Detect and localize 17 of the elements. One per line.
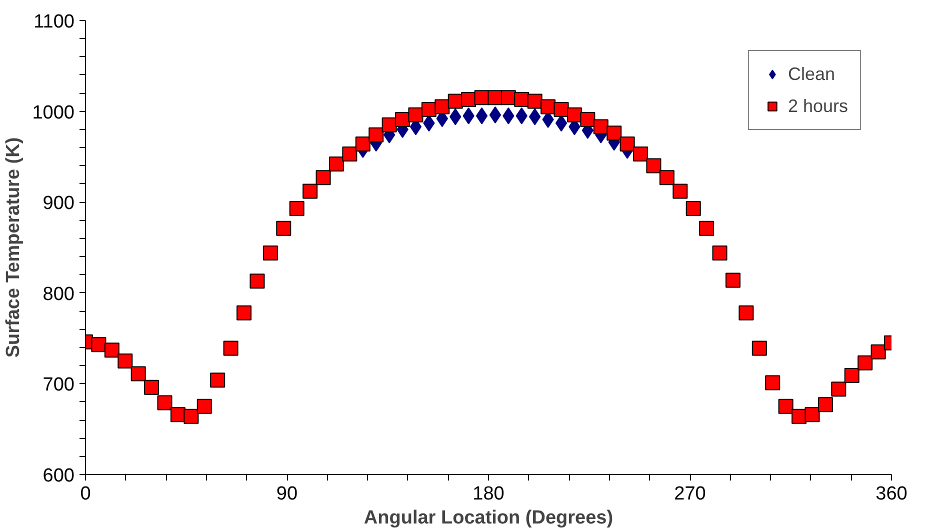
y-tick-label: 1100 bbox=[34, 12, 74, 32]
point bbox=[476, 107, 488, 124]
x-tick-label: 0 bbox=[80, 484, 91, 504]
y-tick-label: 700 bbox=[42, 374, 74, 396]
x-tick-label: 360 bbox=[876, 484, 908, 504]
x-tick-label: 270 bbox=[674, 484, 706, 504]
point bbox=[489, 106, 502, 124]
x-tick-label: 180 bbox=[472, 484, 504, 504]
y-axis-title: Surface Temperature (K) bbox=[3, 137, 24, 358]
y-tick-label: 1000 bbox=[32, 102, 75, 124]
legend-label: Clean bbox=[788, 64, 835, 84]
x-axis-title: Angular Location (Degrees) bbox=[364, 508, 614, 528]
x-tick-label: 90 bbox=[276, 484, 298, 504]
y-tick-label: 900 bbox=[42, 193, 74, 214]
y-tick-label: 600 bbox=[42, 466, 74, 486]
y-tick-label: 800 bbox=[42, 284, 74, 305]
legend-label: 2 hours bbox=[788, 96, 848, 116]
